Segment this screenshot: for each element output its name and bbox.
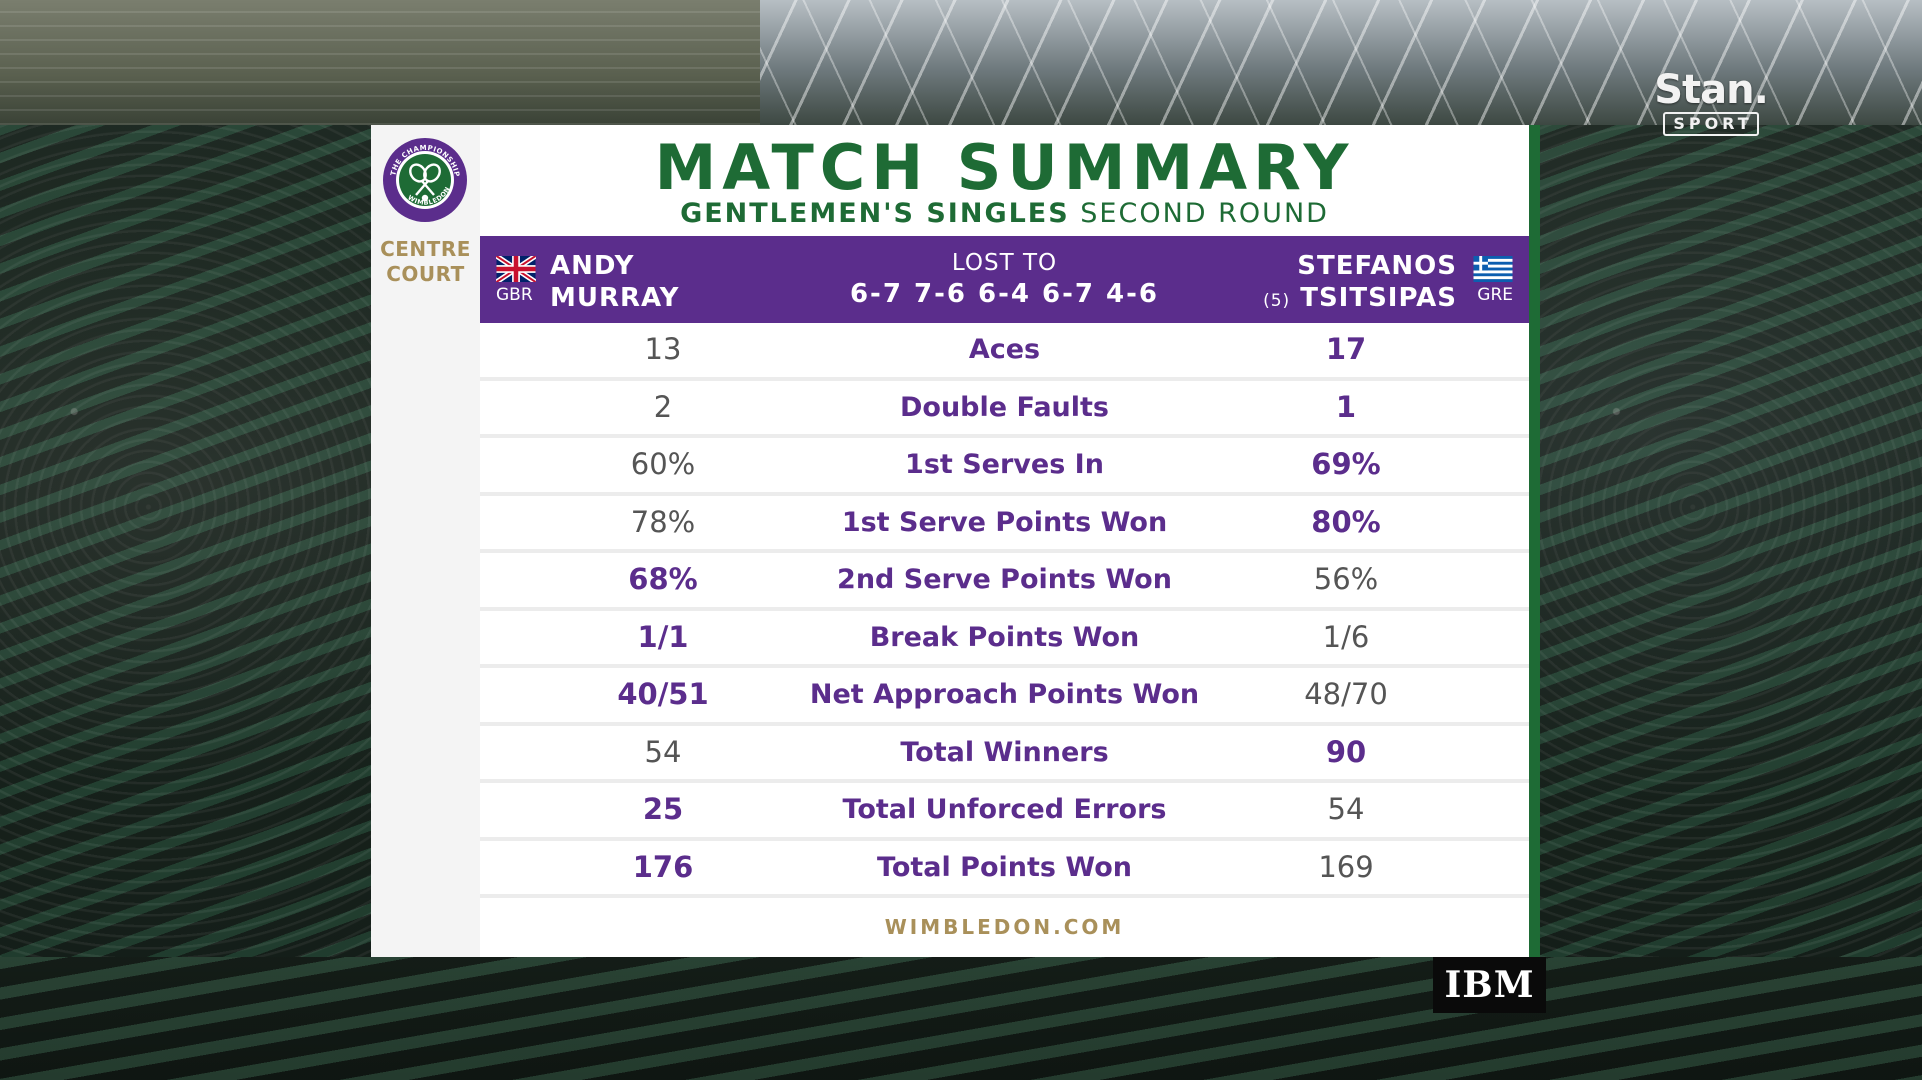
stat-right-value: 169 <box>1318 849 1374 884</box>
stat-label: Aces <box>968 334 1041 365</box>
stat-label: Total Winners <box>900 736 1109 768</box>
right-player-name: STEFANOS (5) TSITSIPAS <box>1263 250 1457 317</box>
stat-row: 40/51 Net Approach Points Won 48/70 <box>480 668 1529 726</box>
stat-left-value: 40/51 <box>617 677 709 711</box>
crowd-left <box>0 125 371 1080</box>
stat-label: 1st Serve Points Won <box>841 506 1168 538</box>
stat-right-value: 56% <box>1313 562 1379 596</box>
stat-row: 13 Aces 17 <box>480 323 1529 381</box>
stat-label: 2nd Serve Points Won <box>837 564 1172 595</box>
event-name: GENTLEMEN'S SINGLES <box>680 198 1070 229</box>
stat-row: 60% 1st Serves In 69% <box>480 438 1529 496</box>
sponsor-logo: IBM <box>1433 957 1546 1013</box>
result-score: 6-7 7-6 6-4 6-7 4-6 <box>849 279 1160 309</box>
broadcaster-sub: SPORT <box>1663 112 1759 136</box>
right-player-seed: (5) <box>1263 291 1291 311</box>
stat-left-value: 2 <box>653 389 673 424</box>
stat-label: Net Approach Points Won <box>809 679 1200 710</box>
stat-label: Total Points Won <box>877 851 1132 883</box>
stat-row: 2 Double Faults 1 <box>480 380 1529 438</box>
court-label: CENTRE COURT <box>371 237 480 287</box>
side-column <box>371 125 480 957</box>
broadcaster-logo: Stan. SPORT <box>1648 70 1774 136</box>
stat-label: Break Points Won <box>869 621 1140 653</box>
left-player-first: ANDY <box>550 251 635 281</box>
court-label-line1: CENTRE <box>380 237 471 261</box>
broadcaster-name: Stan. <box>1654 67 1769 113</box>
stat-label: Double Faults <box>899 391 1109 423</box>
stat-left-value: 60% <box>630 447 696 481</box>
stat-right-value: 1 <box>1335 389 1357 424</box>
page-title: MATCH SUMMARY <box>654 131 1355 204</box>
stat-row: 54 Total Winners 90 <box>480 725 1529 783</box>
accent-bar <box>1529 125 1540 957</box>
crowd-bottom <box>0 957 1922 1080</box>
left-player-name: ANDY MURRAY <box>550 250 680 314</box>
stat-label: 1st Serves In <box>905 449 1104 480</box>
stat-right-value: 1/6 <box>1322 619 1370 654</box>
left-country-code: GBR <box>496 285 533 305</box>
left-player-last: MURRAY <box>550 283 680 313</box>
event-subtitle: GENTLEMEN'S SINGLES SECOND ROUND <box>480 196 1529 232</box>
stat-label: Total Unforced Errors <box>842 794 1167 825</box>
stat-left-value: 13 <box>644 332 682 366</box>
stat-right-value: 90 <box>1325 734 1367 769</box>
event-round: SECOND ROUND <box>1080 198 1329 229</box>
stat-right-value: 69% <box>1311 447 1381 481</box>
match-summary-panel: THE CHAMPIONSHIPS WIMBLEDON CENTRE COURT… <box>371 125 1540 957</box>
stat-left-value: 54 <box>644 734 682 769</box>
footer-url: WIMBLEDON.COM <box>884 915 1125 939</box>
stats-table: 13 Aces 17 2 Double Faults 1 60% 1st Ser… <box>480 323 1529 898</box>
stat-right-value: 48/70 <box>1304 677 1388 711</box>
stat-right-value: 80% <box>1311 504 1381 539</box>
right-country-code: GRE <box>1477 285 1513 305</box>
stat-row: 78% 1st Serve Points Won 80% <box>480 495 1529 553</box>
stat-row: 25 Total Unforced Errors 54 <box>480 783 1529 841</box>
stat-left-value: 68% <box>628 562 698 596</box>
stat-right-value: 17 <box>1325 332 1367 366</box>
match-result: LOST TO 6-7 7-6 6-4 6-7 4-6 <box>480 248 1529 310</box>
right-player-last: TSITSIPAS <box>1300 283 1457 313</box>
court-label-line2: COURT <box>386 262 465 286</box>
stat-left-value: 1/1 <box>637 619 689 654</box>
stat-row: 176 Total Points Won 169 <box>480 840 1529 898</box>
stat-left-value: 78% <box>630 504 696 539</box>
stat-right-value: 54 <box>1327 792 1365 826</box>
roof-canopy <box>0 0 760 125</box>
players-header: GBR ANDY MURRAY LOST TO 6-7 7-6 6-4 6-7 … <box>480 236 1529 323</box>
greece-flag-icon <box>1473 256 1513 282</box>
stat-row: 68% 2nd Serve Points Won 56% <box>480 553 1529 611</box>
uk-flag-icon <box>496 256 536 282</box>
right-player-first: STEFANOS <box>1297 251 1457 281</box>
crowd-right <box>1540 125 1922 1080</box>
stat-left-value: 176 <box>632 849 694 884</box>
wimbledon-logo-icon: THE CHAMPIONSHIPS WIMBLEDON <box>382 137 467 222</box>
stat-left-value: 25 <box>642 792 684 826</box>
result-label: LOST TO <box>951 250 1058 276</box>
stat-row: 1/1 Break Points Won 1/6 <box>480 610 1529 668</box>
